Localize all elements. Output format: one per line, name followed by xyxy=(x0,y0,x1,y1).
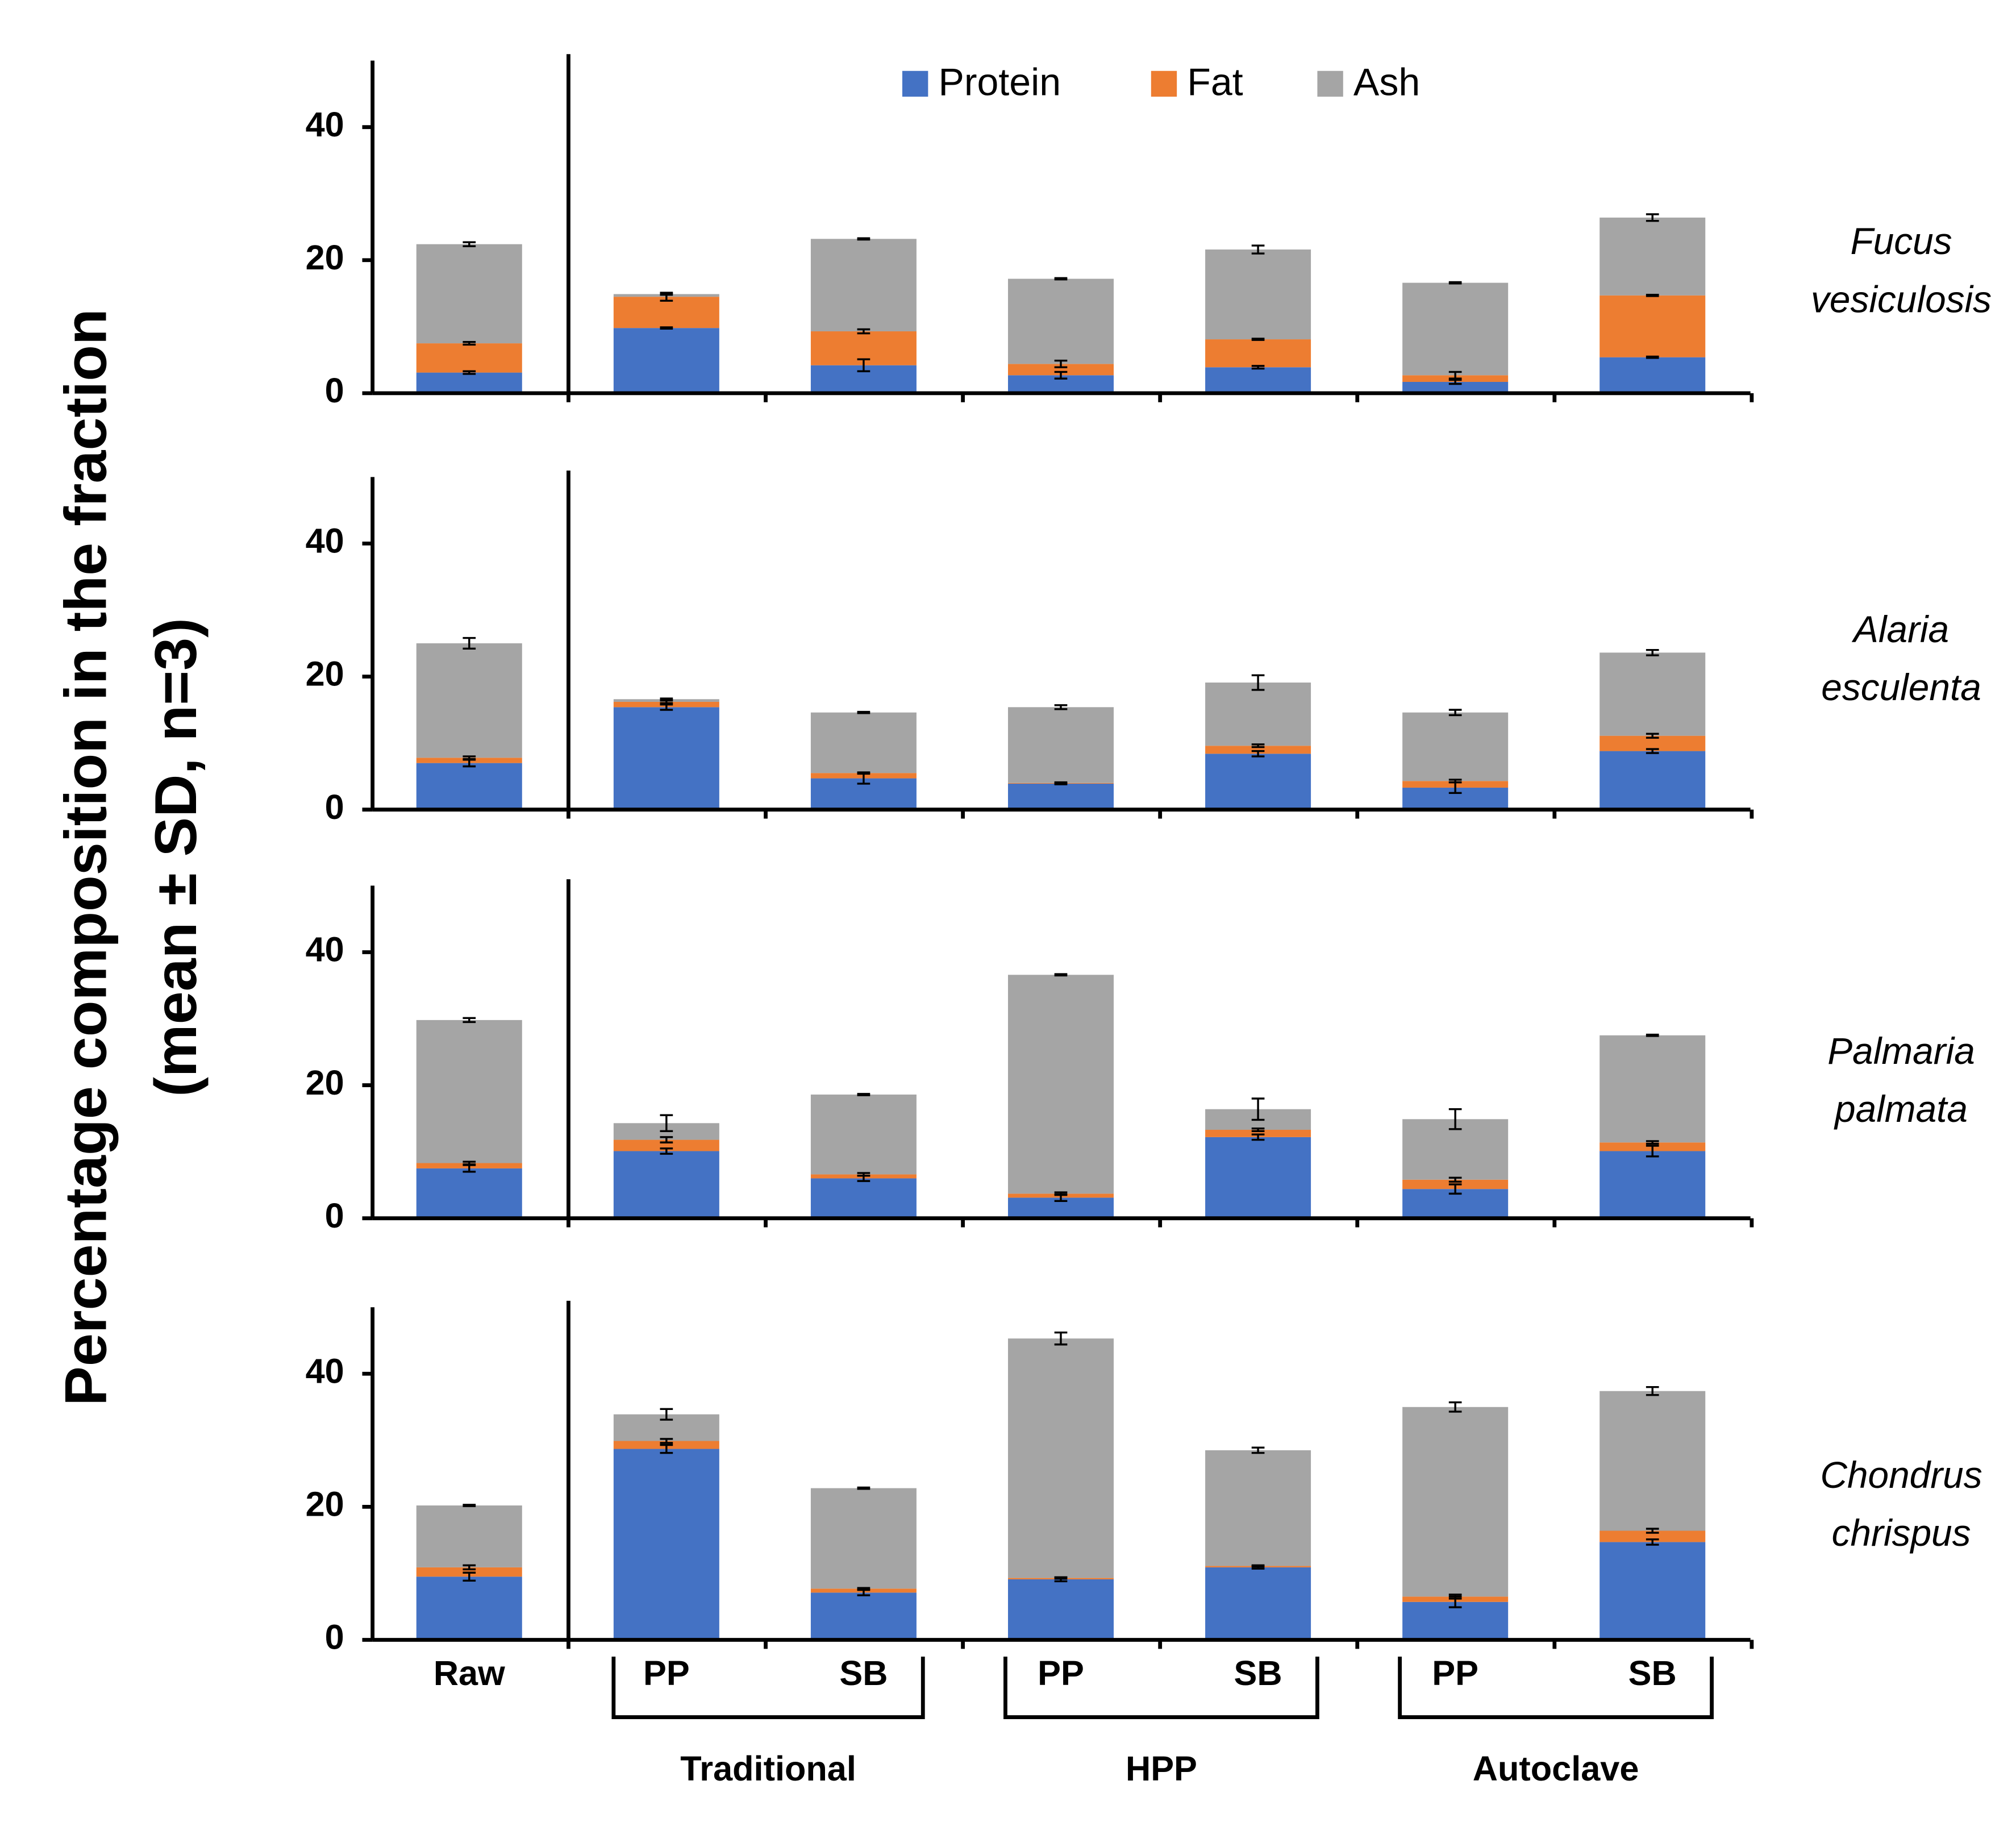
bar-segment xyxy=(1402,282,1509,376)
group-bracket xyxy=(611,1656,925,1719)
bar-segment xyxy=(810,239,917,332)
x-tick-label: SB xyxy=(1628,1654,1677,1692)
bar-segment xyxy=(613,1139,719,1151)
bar-segment xyxy=(416,244,522,344)
group-label: HPP xyxy=(1126,1749,1197,1788)
bar-segment xyxy=(1600,295,1706,357)
x-tick-label: PP xyxy=(643,1654,690,1692)
bar-segment xyxy=(1008,707,1114,783)
legend-label: Fat xyxy=(1187,61,1243,104)
bar-segment xyxy=(1205,754,1311,810)
y-tick-label: 40 xyxy=(306,930,344,969)
bar-segment xyxy=(1205,1130,1311,1137)
bar-segment xyxy=(1205,249,1311,340)
panel-title: Palmaria xyxy=(1827,1030,1975,1072)
bar-segment xyxy=(1205,1450,1311,1566)
bar-segment xyxy=(810,1094,917,1175)
bar-segment xyxy=(1600,1151,1706,1218)
x-tick-label: Raw xyxy=(434,1654,505,1692)
bar-segment xyxy=(810,712,917,773)
panel-title: Fucus xyxy=(1850,220,1952,262)
y-tick-label: 20 xyxy=(306,1063,344,1102)
panel-title: vesiculosis xyxy=(1811,278,1992,320)
y-tick-label: 20 xyxy=(306,238,344,277)
panel-title: palmata xyxy=(1834,1088,1968,1130)
bar-segment xyxy=(613,328,719,393)
legend-swatch xyxy=(902,70,928,97)
bar-segment xyxy=(416,1168,522,1218)
y-tick-label: 40 xyxy=(306,1351,344,1390)
x-tick-label: PP xyxy=(1432,1654,1478,1692)
bar-segment xyxy=(613,297,719,328)
y-axis-label: (mean ± SD, n=3) xyxy=(143,618,209,1097)
bar-segment xyxy=(1205,339,1311,368)
bar-segment xyxy=(810,1488,917,1589)
bar-segment xyxy=(1402,1407,1509,1597)
bar-segment xyxy=(416,343,522,373)
x-tick-label: SB xyxy=(1234,1654,1282,1692)
bar-segment xyxy=(416,1505,522,1567)
y-axis-label: Percentage composition in the fraction xyxy=(53,309,119,1405)
y-tick-label: 0 xyxy=(325,788,344,826)
bar-segment xyxy=(613,1449,719,1640)
y-tick-label: 0 xyxy=(325,1196,344,1235)
bar-segment xyxy=(416,1020,522,1163)
group-bracket xyxy=(1003,1656,1319,1719)
bar-segment xyxy=(1205,683,1311,746)
y-tick-label: 20 xyxy=(306,1485,344,1524)
bar-segment xyxy=(1008,1579,1114,1640)
panel-title: Chondrus xyxy=(1820,1454,1982,1496)
legend-swatch xyxy=(1151,70,1177,97)
bar-segment xyxy=(1008,278,1114,364)
bar-segment xyxy=(1205,1567,1311,1640)
panel-title: esculenta xyxy=(1821,666,1981,708)
bar-segment xyxy=(1008,364,1114,376)
y-tick-label: 20 xyxy=(306,655,344,693)
bar-segment xyxy=(1205,1137,1311,1218)
bar-segment xyxy=(1008,783,1114,810)
bar-segment xyxy=(1205,367,1311,393)
panel-title: Alaria xyxy=(1851,608,1949,650)
bar-segment xyxy=(1600,217,1706,296)
legend-label: Protein xyxy=(939,61,1061,104)
panel-title: chrispus xyxy=(1832,1512,1971,1554)
bar-segment xyxy=(416,372,522,393)
bar-segment xyxy=(1600,652,1706,736)
bar-segment xyxy=(1600,1391,1706,1531)
group-label: Autoclave xyxy=(1473,1749,1639,1788)
bar-segment xyxy=(810,1592,917,1640)
bar-segment xyxy=(613,707,719,810)
group-bracket xyxy=(1398,1656,1714,1719)
bar-segment xyxy=(1402,381,1509,393)
bar-segment xyxy=(1205,746,1311,754)
bar-segment xyxy=(416,763,522,810)
bar-segment xyxy=(1600,1542,1706,1640)
y-tick-label: 0 xyxy=(325,1618,344,1657)
bar-segment xyxy=(1600,751,1706,810)
bar-segment xyxy=(1402,712,1509,781)
bar-segment xyxy=(416,643,522,758)
legend-swatch xyxy=(1317,70,1343,97)
y-tick-label: 40 xyxy=(306,105,344,144)
bar-segment xyxy=(613,1151,719,1218)
legend-label: Ash xyxy=(1353,61,1420,104)
group-label: Traditional xyxy=(680,1749,856,1788)
bar-segment xyxy=(1402,1601,1509,1640)
x-tick-label: SB xyxy=(839,1654,888,1692)
bar-segment xyxy=(1008,975,1114,1194)
x-tick-label: PP xyxy=(1038,1654,1084,1692)
y-tick-label: 0 xyxy=(325,371,344,410)
bar-segment xyxy=(1600,357,1706,393)
bar-segment xyxy=(416,1576,522,1640)
y-tick-label: 40 xyxy=(306,522,344,560)
bar-segment xyxy=(1008,1338,1114,1578)
bar-segment xyxy=(1600,1035,1706,1143)
bar-segment xyxy=(1600,1530,1706,1542)
bar-segment xyxy=(810,1178,917,1218)
